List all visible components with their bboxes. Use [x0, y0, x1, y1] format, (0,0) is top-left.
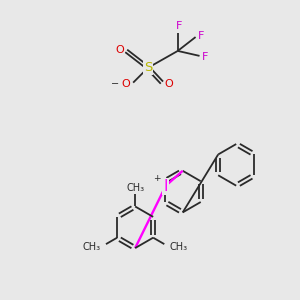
Text: CH₃: CH₃ — [126, 183, 144, 193]
Text: O: O — [122, 79, 130, 88]
Text: I: I — [164, 179, 168, 194]
Text: F: F — [176, 21, 182, 31]
Text: −: − — [111, 79, 119, 88]
Text: +: + — [153, 174, 161, 183]
Text: CH₃: CH₃ — [83, 242, 101, 252]
Text: F: F — [202, 52, 209, 62]
Text: O: O — [164, 79, 173, 88]
Text: S: S — [144, 61, 152, 74]
Text: CH₃: CH₃ — [169, 242, 188, 252]
Text: O: O — [115, 45, 124, 55]
Text: F: F — [198, 31, 205, 41]
